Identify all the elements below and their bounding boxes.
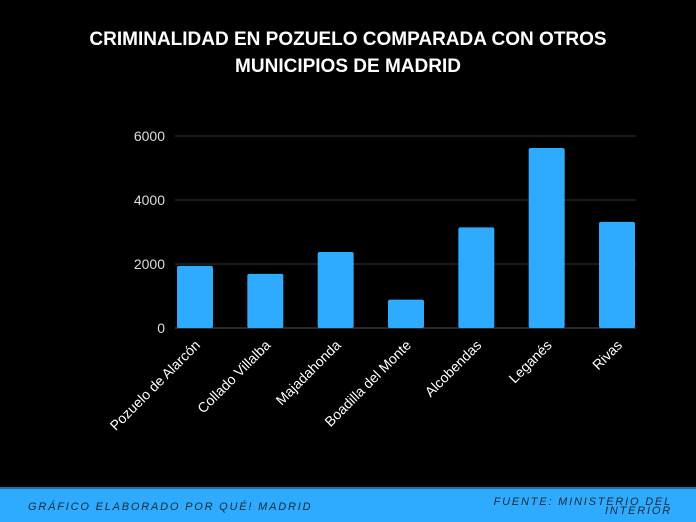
footer-credit: GRÁFICO ELABORADO POR QUÉ! MADRID <box>28 501 313 513</box>
x-tick-label: Collado Villalba <box>194 337 274 417</box>
bar <box>317 252 354 328</box>
bar <box>528 148 565 328</box>
x-tick-label: Majadahonda <box>272 337 343 408</box>
x-tick-label: Alcobendas <box>421 337 484 400</box>
x-tick-label: Pozuelo de Alarcón <box>107 337 204 434</box>
footer-bar: GRÁFICO ELABORADO POR QUÉ! MADRID FUENTE… <box>0 487 696 522</box>
x-tick-label: Leganés <box>505 337 554 386</box>
chart-title-line: CRIMINALIDAD EN POZUELO COMPARADA CON OT… <box>89 29 607 50</box>
bar <box>599 221 635 328</box>
y-tick-label: 6000 <box>134 128 165 144</box>
y-tick-label: 0 <box>157 320 165 336</box>
bar <box>458 227 495 328</box>
bar <box>388 299 424 328</box>
footer-source-line: INTERIOR <box>605 505 672 517</box>
x-tick-label: Rivas <box>589 337 625 373</box>
bar <box>177 265 213 328</box>
chart-title-line: MUNICIPIOS DE MADRID <box>235 56 461 77</box>
footer-source: FUENTE: MINISTERIO DEL INTERIOR <box>472 496 672 517</box>
y-tick-label: 4000 <box>134 192 165 208</box>
footer-source-line: FUENTE: MINISTERIO DEL <box>493 496 672 508</box>
bar <box>247 273 284 328</box>
y-tick-label: 2000 <box>134 256 165 272</box>
chart-title: CRIMINALIDAD EN POZUELO COMPARADA CON OT… <box>0 26 696 80</box>
